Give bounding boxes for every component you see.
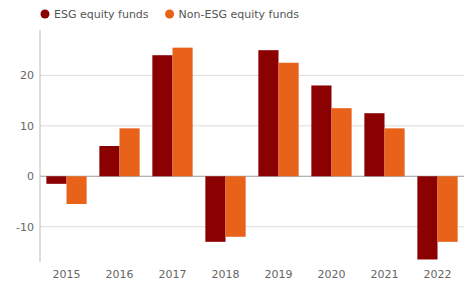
bar: [67, 176, 87, 204]
bar: [46, 176, 66, 184]
bars: [46, 48, 457, 260]
bar: [279, 63, 299, 176]
x-tick-label: 2015: [53, 268, 81, 281]
bar: [173, 48, 193, 177]
bar: [417, 176, 437, 259]
chart-svg: -10 0 10 20 2015 2016 2017 2018 2019 2020 2021 2022…: [0, 0, 474, 287]
bar: [152, 55, 172, 176]
legend: ESG equity funds Non-ESG equity funds: [41, 8, 300, 21]
bar: [385, 128, 405, 176]
grid-line: [40, 226, 464, 227]
y-tick-label: 0: [27, 170, 34, 183]
legend-swatch: [165, 10, 174, 19]
bar: [258, 50, 278, 176]
grid-line: [40, 125, 464, 126]
y-tick-label: 20: [20, 69, 34, 82]
bar: [438, 176, 458, 242]
y-tick-label: -10: [16, 221, 34, 234]
bar: [364, 113, 384, 176]
x-tick-label: 2022: [424, 268, 452, 281]
legend-label: Non-ESG equity funds: [179, 8, 300, 21]
bar: [332, 108, 352, 176]
x-tick-label: 2018: [212, 268, 240, 281]
legend-swatch: [41, 10, 50, 19]
legend-item: Non-ESG equity funds: [165, 8, 299, 21]
x-tick-label: 2016: [106, 268, 134, 281]
x-tick-label: 2021: [371, 268, 399, 281]
y-axis-line: [40, 30, 41, 262]
bar: [226, 176, 246, 237]
chart-container: -10 0 10 20 2015 2016 2017 2018 2019 2020 2021 2022…: [0, 0, 474, 287]
grid: [40, 75, 464, 226]
bar: [205, 176, 225, 242]
bar: [99, 146, 119, 176]
legend-item: ESG equity funds: [41, 8, 149, 21]
y-tick-label: 10: [20, 120, 34, 133]
x-tick-label: 2020: [318, 268, 346, 281]
x-tick-label: 2017: [159, 268, 187, 281]
bar: [311, 85, 331, 176]
x-tick-label: 2019: [265, 268, 293, 281]
bar: [120, 128, 140, 176]
legend-label: ESG equity funds: [54, 8, 149, 21]
grid-line: [40, 75, 464, 76]
